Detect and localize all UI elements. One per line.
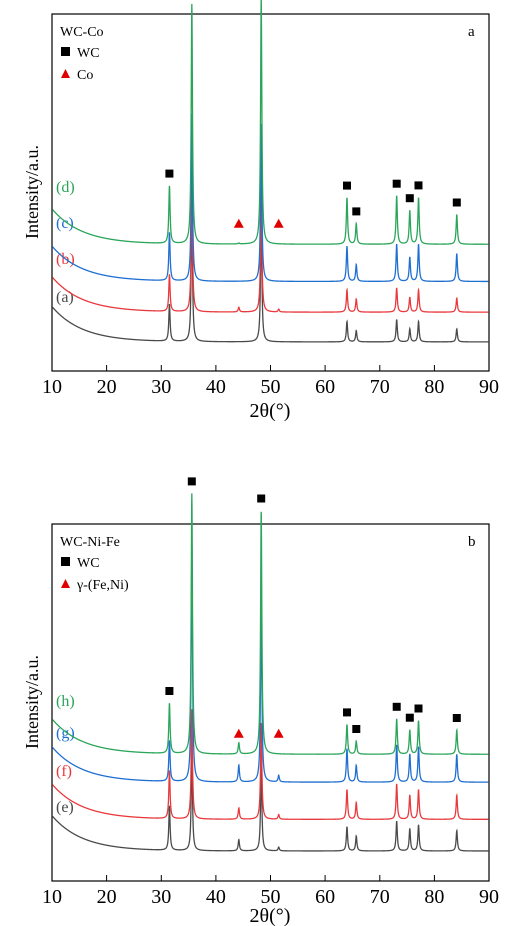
series-line-g <box>52 541 489 783</box>
secondary-phase-marker <box>233 218 244 228</box>
legend-b-fe-ni-label: γ-(Fe,Ni) <box>76 578 129 593</box>
wc-peak-marker <box>257 494 266 503</box>
x-tick-label: 20 <box>97 886 117 908</box>
x-tick-label: 70 <box>370 376 390 398</box>
series-label-c: (c) <box>56 215 74 232</box>
wc-peak-marker <box>452 198 461 207</box>
x-tick-label: 50 <box>261 376 281 398</box>
x-tick-label: 80 <box>424 376 444 398</box>
x-tick-label: 80 <box>424 886 444 908</box>
panel-a-plot <box>52 0 489 343</box>
wc-peak-marker <box>352 725 361 733</box>
secondary-phase-marker <box>273 218 284 228</box>
panel-a-label: a <box>468 24 475 40</box>
series-line-a <box>52 200 489 343</box>
panel-a-ticklabels: 10 20 30 40 50 60 70 80 90 <box>42 376 499 398</box>
wc-peak-marker <box>414 181 423 190</box>
panel-b: WC-Ni-Fe b WC γ-(Fe,Ni) Intensity/a.u. 2… <box>22 477 499 926</box>
panel-a-frame <box>51 13 490 372</box>
wc-peak-marker <box>405 194 414 203</box>
x-tick-label: 20 <box>97 376 117 398</box>
panel-b-title: WC-Ni-Fe <box>60 535 120 550</box>
panel-b-ticklabels: 10 20 30 40 50 60 70 80 90 <box>42 886 499 908</box>
series-label-e: (e) <box>56 799 74 816</box>
panel-a: WC-Co a WC Co Intensity/a.u. 2θ(°) 10 20… <box>22 0 499 422</box>
panel-b-ticks <box>51 875 490 881</box>
x-tick-label: 90 <box>479 886 499 908</box>
x-tick-label: 50 <box>261 886 281 908</box>
secondary-phase-marker <box>273 728 284 738</box>
panel-b-plot <box>52 477 489 852</box>
secondary-phase-marker <box>233 728 244 738</box>
wc-peak-marker <box>343 181 351 190</box>
wc-peak-marker <box>414 704 423 713</box>
legend-a-wc-label: WC <box>77 46 100 61</box>
series-line-f <box>52 709 489 820</box>
x-tick-label: 10 <box>42 886 62 908</box>
legend-b-wc-marker <box>61 557 70 566</box>
panel-a-ylabel: Intensity/a.u. <box>22 145 42 239</box>
wc-peak-marker <box>165 687 174 695</box>
panel-a-title: WC-Co <box>60 25 104 40</box>
x-tick-label: 10 <box>42 376 62 398</box>
series-line-e <box>52 750 489 852</box>
wc-peak-marker <box>343 708 351 717</box>
legend-b-wc-label: WC <box>77 556 100 571</box>
legend-a-co-label: Co <box>77 68 93 83</box>
legend-b-fe-ni-marker <box>61 579 70 588</box>
legend-a-co-marker <box>61 69 70 78</box>
series-label-d: (d) <box>56 179 75 196</box>
series-line-b <box>52 176 489 313</box>
x-tick-label: 70 <box>370 886 390 908</box>
series-line-h <box>52 493 489 755</box>
panel-a-xlabel: 2θ(°) <box>250 400 291 422</box>
wc-peak-marker <box>352 207 361 216</box>
x-tick-label: 30 <box>151 376 171 398</box>
wc-peak-marker <box>405 713 414 722</box>
x-tick-label: 30 <box>151 886 171 908</box>
wc-peak-marker <box>187 477 196 486</box>
x-tick-label: 40 <box>206 376 226 398</box>
panel-b-label: b <box>468 534 476 550</box>
x-tick-label: 90 <box>479 376 499 398</box>
series-line-c <box>52 113 489 283</box>
series-label-a: (a) <box>56 289 74 306</box>
series-label-g: (g) <box>56 725 75 742</box>
wc-peak-marker <box>452 714 461 722</box>
x-tick-label: 60 <box>315 886 335 908</box>
series-label-h: (h) <box>56 693 75 710</box>
panel-b-xlabel: 2θ(°) <box>250 905 291 926</box>
wc-peak-marker <box>392 702 401 711</box>
legend-a-wc-marker <box>61 47 70 56</box>
wc-peak-marker <box>392 179 401 188</box>
panel-b-series-labels: (e) (f) (g) (h) <box>56 693 75 816</box>
panel-a-series-labels: (a) (b) (c) (d) <box>56 179 75 306</box>
series-line-d <box>52 0 489 245</box>
x-tick-label: 60 <box>315 376 335 398</box>
panel-a-ticks <box>51 365 490 371</box>
panel-b-ylabel: Intensity/a.u. <box>22 655 42 749</box>
wc-peak-marker <box>165 169 174 178</box>
x-tick-label: 40 <box>206 886 226 908</box>
series-label-f: (f) <box>56 763 72 780</box>
